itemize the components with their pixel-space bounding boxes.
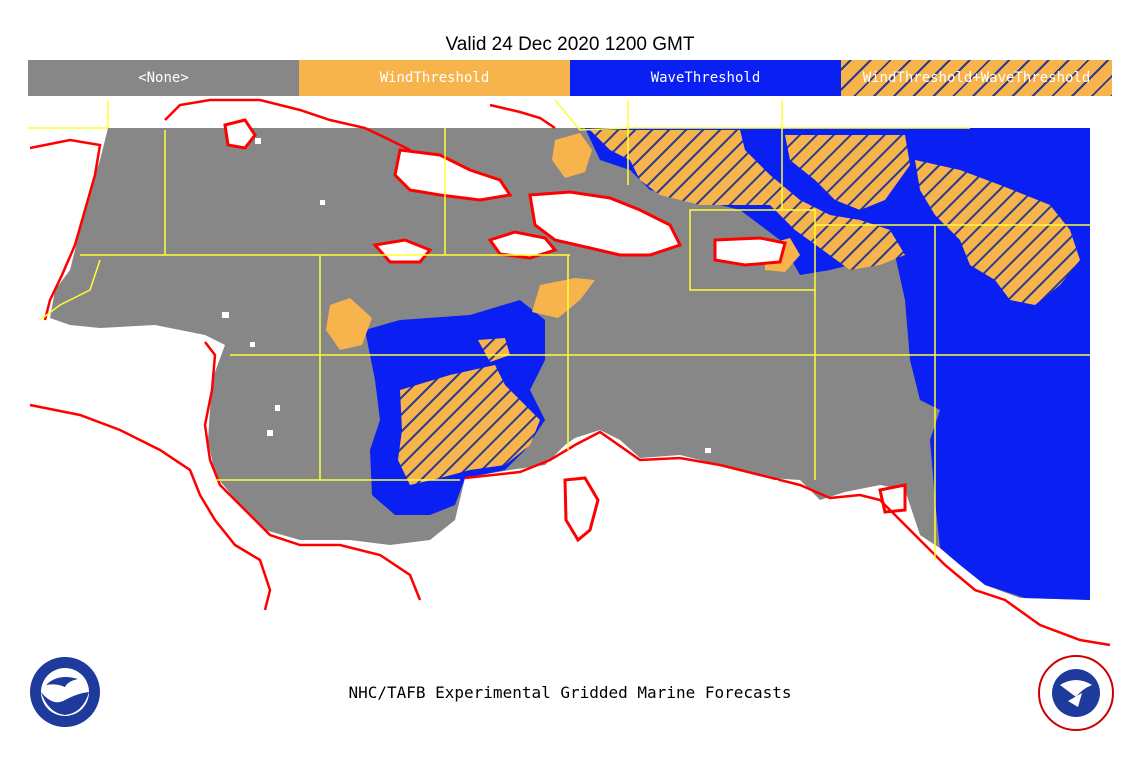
- wind-wave-region-east: [915, 160, 1080, 305]
- legend-wind-threshold: WindThreshold: [299, 60, 570, 96]
- island-cayman: [223, 118, 257, 150]
- legend-wind-wave-threshold: WindThreshold+WaveThreshold: [841, 60, 1112, 96]
- island-puerto-rico: [713, 236, 787, 267]
- wind-wave-region-small: [478, 338, 510, 362]
- island-cuba: [393, 148, 513, 202]
- wind-region-north: [552, 133, 592, 178]
- nws-logo: [1038, 655, 1114, 731]
- wind-wave-region-north: [590, 130, 905, 270]
- footer-caption: NHC/TAFB Experimental Gridded Marine For…: [348, 683, 792, 702]
- map-title: Valid 24 Dec 2020 1200 GMT: [445, 34, 695, 55]
- coastline-south: [29, 403, 1111, 647]
- wind-wave-region-northeast: [785, 135, 910, 210]
- wind-region-west: [326, 298, 372, 350]
- coastline-north: [164, 98, 556, 152]
- island-hispaniola: [528, 190, 683, 257]
- wind-wave-region-gulf: [398, 365, 540, 485]
- legend-wave-threshold: WaveThreshold: [570, 60, 841, 96]
- wind-region-mid: [532, 278, 595, 318]
- land-specks: [222, 138, 914, 548]
- island-small-west: [372, 238, 433, 264]
- legend-none: <None>: [28, 60, 299, 96]
- island-east-small: [878, 483, 907, 514]
- island-peninsula: [563, 476, 600, 543]
- marine-forecast-map: [28, 98, 1111, 647]
- coastline-west: [29, 138, 422, 601]
- zone-boundaries: [28, 99, 1090, 560]
- noaa-logo: [30, 657, 100, 727]
- legend: <None> WindThreshold WaveThreshold WindT…: [28, 60, 1112, 96]
- island-jamaica: [487, 230, 558, 260]
